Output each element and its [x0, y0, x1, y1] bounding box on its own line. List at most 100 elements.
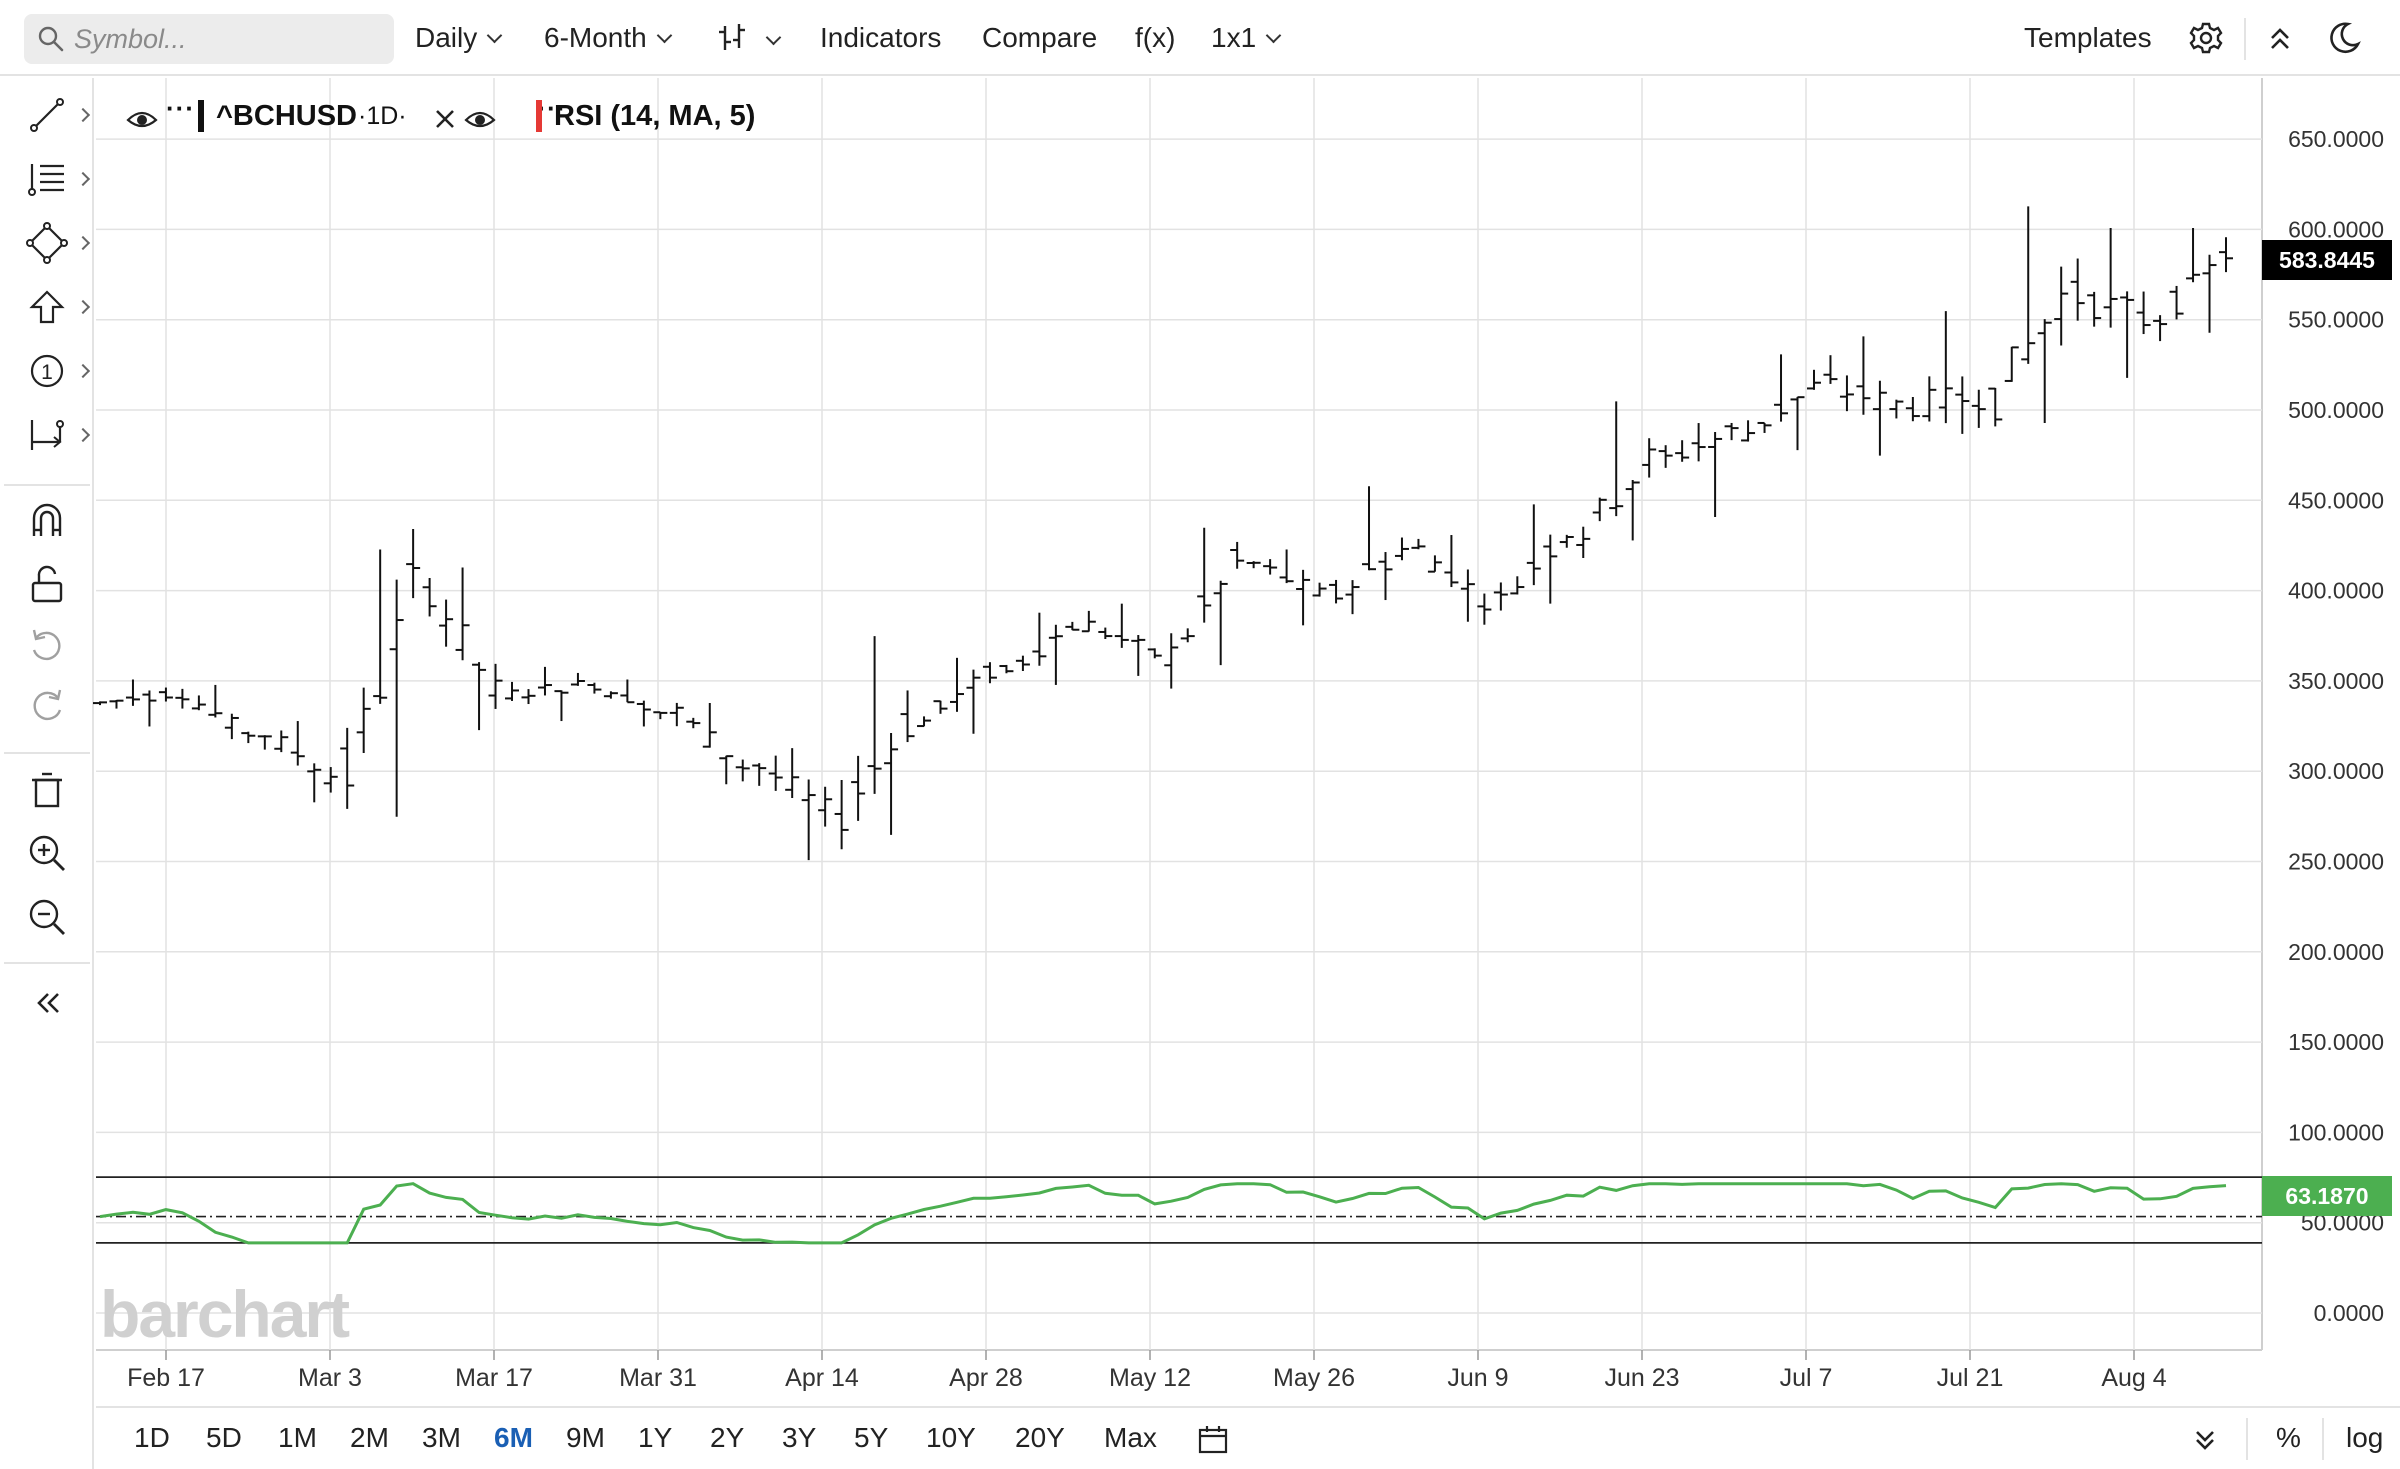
- period-dropdown[interactable]: 6-Month: [544, 18, 672, 58]
- ohlc-bar: [1642, 438, 1657, 478]
- ohlc-bar: [224, 713, 239, 740]
- range-button-5y[interactable]: 5Y: [854, 1422, 889, 1453]
- arrow-up-icon[interactable]: [24, 284, 70, 330]
- range-button-1m[interactable]: 1M: [278, 1422, 317, 1453]
- ohlc-bar: [1164, 633, 1179, 689]
- unlock-icon[interactable]: [24, 562, 70, 608]
- calendar-icon[interactable]: [1197, 1424, 1229, 1456]
- ohlc-bar: [1427, 555, 1442, 573]
- ohlc-bar: [2136, 291, 2151, 335]
- ohlc-bar: [1955, 376, 1970, 434]
- close-icon[interactable]: [434, 108, 456, 130]
- ohlc-bar: [1938, 311, 1953, 424]
- symbol-menu-dots[interactable]: ···: [166, 93, 195, 123]
- ohlc-bar: [2103, 228, 2118, 328]
- range-button-1d[interactable]: 1D: [134, 1422, 170, 1453]
- time-tick-label: Apr 14: [785, 1364, 859, 1392]
- templates-button[interactable]: Templates: [2024, 22, 2152, 53]
- range-button-9m[interactable]: 9M: [566, 1422, 605, 1453]
- zoom-out-icon[interactable]: [24, 894, 70, 940]
- range-button-5d[interactable]: 5D: [206, 1422, 242, 1453]
- trash-icon[interactable]: [24, 768, 70, 814]
- undo-icon[interactable]: [24, 622, 70, 668]
- time-axis[interactable]: Feb 17 Mar 3 Mar 17 Mar 31 Apr 14 Apr 28 May 1…: [127, 1350, 2167, 1392]
- ohlc-bar: [949, 657, 964, 712]
- ohlc-bars: [93, 206, 2233, 861]
- dark-mode-moon-icon[interactable]: [2324, 18, 2364, 58]
- ohlc-bar: [521, 689, 536, 705]
- last-price-tag: 583.8445: [2262, 240, 2392, 280]
- shapes-icon[interactable]: [24, 220, 70, 266]
- percent-scale-toggle[interactable]: %: [2276, 1422, 2301, 1453]
- ohlc-bar: [2153, 315, 2168, 342]
- chart-type-dropdown[interactable]: [716, 18, 786, 58]
- sidebar-divider: [4, 752, 90, 754]
- zoom-in-icon[interactable]: [24, 830, 70, 876]
- expand-down-icon[interactable]: [2190, 1426, 2220, 1454]
- indicators-button[interactable]: Indicators: [820, 22, 942, 53]
- ohlc-bar: [2087, 291, 2102, 327]
- measure-tool-icon[interactable]: [24, 412, 70, 458]
- ohlc-bars-icon: [719, 24, 745, 50]
- study-menu-dots[interactable]: ···: [537, 93, 567, 123]
- ohlc-bar: [620, 679, 635, 704]
- range-button-6m[interactable]: 6M: [494, 1422, 533, 1453]
- ohlc-bar: [1345, 580, 1360, 615]
- ohlc-bar: [290, 721, 305, 766]
- ohlc-bar: [603, 691, 618, 699]
- redo-icon[interactable]: [24, 682, 70, 728]
- symbol-search[interactable]: [24, 14, 394, 64]
- price-tick-label: 300.0000: [2288, 758, 2384, 784]
- range-button-1y[interactable]: 1Y: [638, 1422, 673, 1453]
- settings-gear-icon[interactable]: [2186, 18, 2226, 58]
- range-button-3m[interactable]: 3M: [422, 1422, 461, 1453]
- eye-icon[interactable]: [464, 104, 496, 132]
- search-input[interactable]: [74, 20, 374, 58]
- sidebar-divider: [4, 962, 90, 964]
- numbered-marker-icon[interactable]: 1: [24, 348, 70, 394]
- time-tick-label: Jun 9: [1447, 1364, 1508, 1392]
- ohlc-bar: [1081, 610, 1096, 633]
- range-button-2m[interactable]: 2M: [350, 1422, 389, 1453]
- collapse-up-icon[interactable]: [2260, 18, 2300, 58]
- ohlc-bar: [1312, 582, 1327, 597]
- layout-dropdown[interactable]: 1x1: [1211, 18, 1282, 58]
- fibonacci-list-icon[interactable]: [24, 156, 70, 202]
- ohlc-bar: [933, 700, 948, 714]
- collapse-sidebar-icon[interactable]: [24, 980, 70, 1026]
- range-button-20y[interactable]: 20Y: [1015, 1422, 1065, 1453]
- ohlc-bar: [1032, 612, 1047, 666]
- log-scale-toggle[interactable]: log: [2346, 1422, 2384, 1453]
- range-button-10y[interactable]: 10Y: [926, 1422, 976, 1453]
- range-button-2y[interactable]: 2Y: [710, 1422, 745, 1453]
- ohlc-bar: [2169, 285, 2184, 320]
- range-button-max[interactable]: Max: [1104, 1422, 1157, 1453]
- fx-button[interactable]: f(x): [1135, 22, 1176, 53]
- ohlc-bar: [900, 690, 915, 743]
- ohlc-bar: [1098, 627, 1113, 640]
- price-axis[interactable]: 650.0000 600.0000 550.0000 500.0000 450.0000…: [2288, 126, 2384, 1326]
- magnet-icon[interactable]: [24, 498, 70, 544]
- ohlc-bar: [1592, 497, 1607, 522]
- ohlc-bar: [191, 695, 206, 711]
- ohlc-bar: [1823, 355, 1838, 384]
- interval-dropdown[interactable]: Daily: [415, 18, 503, 58]
- ohlc-bar: [241, 731, 256, 744]
- time-tick-label: Mar 3: [298, 1364, 362, 1392]
- ohlc-bar: [125, 679, 140, 706]
- drawing-tools-sidebar: 1: [0, 78, 94, 1469]
- ohlc-bar: [1741, 420, 1756, 442]
- time-tick-label: Feb 17: [127, 1364, 205, 1392]
- search-icon: [38, 26, 64, 52]
- ohlc-bar: [1658, 445, 1673, 468]
- eye-icon[interactable]: [126, 104, 158, 132]
- trend-line-icon[interactable]: [24, 92, 70, 138]
- ohlc-bar: [570, 672, 585, 686]
- range-button-3y[interactable]: 3Y: [782, 1422, 817, 1453]
- compare-button[interactable]: Compare: [982, 22, 1098, 53]
- ohlc-bar: [1444, 535, 1459, 588]
- price-tick-label: 400.0000: [2288, 578, 2384, 604]
- ohlc-bar: [1922, 376, 1937, 422]
- ohlc-bar: [1296, 569, 1311, 626]
